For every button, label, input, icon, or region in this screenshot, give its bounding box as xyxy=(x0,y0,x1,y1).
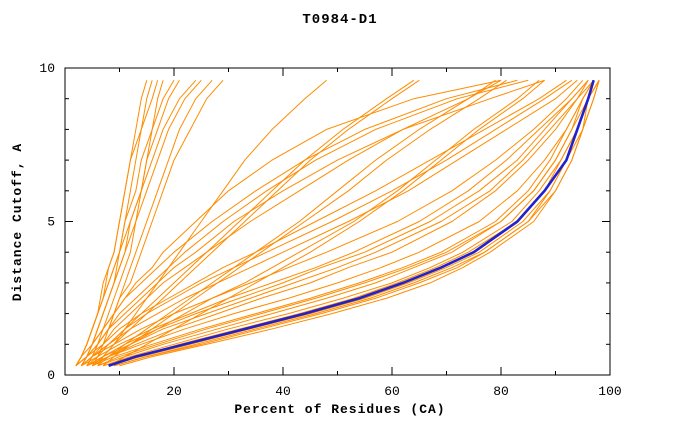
model-line xyxy=(81,79,584,367)
model-line xyxy=(92,79,540,367)
model-line xyxy=(103,80,595,367)
model-line xyxy=(80,80,153,367)
model-line xyxy=(81,79,589,367)
model-line xyxy=(91,79,213,367)
x-tick-label: 40 xyxy=(275,384,291,399)
x-tick-label: 80 xyxy=(493,384,509,399)
tick-labels: 0 20 40 60 80 100 0 5 10 xyxy=(39,61,621,399)
model-line xyxy=(81,79,502,367)
model-line xyxy=(86,80,595,367)
model-line xyxy=(75,79,518,367)
model-line xyxy=(92,80,595,367)
model-line xyxy=(97,80,600,367)
model-line xyxy=(113,80,600,367)
y-tick-label: 0 xyxy=(47,368,55,383)
x-tick-label: 20 xyxy=(166,384,182,399)
x-tick-label: 0 xyxy=(61,384,69,399)
model-line xyxy=(86,80,589,367)
model-line xyxy=(80,80,180,367)
y-tick-label: 10 xyxy=(39,61,55,76)
model-line xyxy=(86,80,164,367)
model-line xyxy=(108,79,545,367)
model-line xyxy=(75,80,159,367)
highlighted-model-line xyxy=(108,79,595,368)
highlight-line xyxy=(108,79,595,368)
model-line xyxy=(97,79,496,367)
tick-marks xyxy=(64,67,611,376)
model-line xyxy=(81,79,578,367)
x-axis-label: Percent of Residues (CA) xyxy=(234,402,446,417)
y-tick-label: 5 xyxy=(47,215,55,230)
model-line xyxy=(86,79,415,367)
model-line xyxy=(86,79,224,367)
model-line xyxy=(119,80,600,367)
model-line xyxy=(92,79,595,367)
chart-title: T0984-D1 xyxy=(302,12,378,28)
model-lines xyxy=(75,79,600,367)
x-tick-label: 100 xyxy=(598,384,621,399)
model-line xyxy=(86,79,589,367)
y-axis-label: Distance Cutoff, A xyxy=(10,142,25,302)
model-line xyxy=(102,79,507,367)
model-line xyxy=(91,79,420,367)
model-line xyxy=(97,79,327,367)
model-line xyxy=(75,80,148,367)
x-tick-label: 60 xyxy=(384,384,400,399)
